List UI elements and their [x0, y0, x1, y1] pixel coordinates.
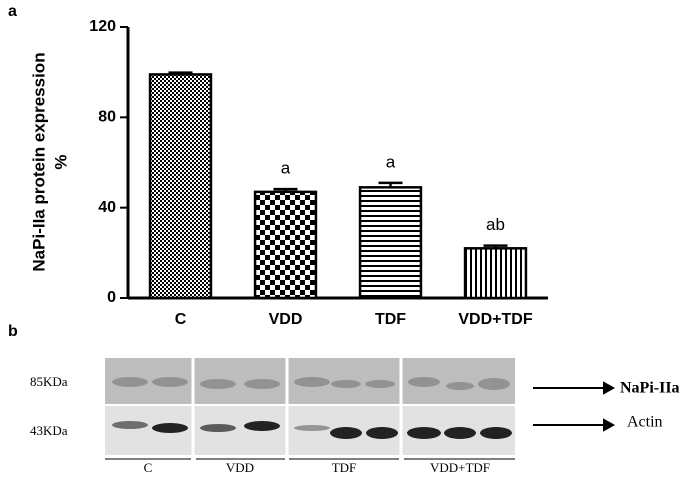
lane-group-label: TDF — [332, 460, 357, 475]
x-tick-label: C — [175, 311, 187, 328]
x-tick-label: VDD — [269, 311, 303, 328]
lane-group-label: VDD — [226, 460, 254, 475]
bar — [253, 190, 318, 300]
x-tick-label: TDF — [375, 311, 406, 328]
lane-group-label: VDD+TDF — [430, 460, 490, 475]
error-bar — [378, 181, 403, 188]
western-blot — [105, 358, 515, 460]
arrow — [533, 381, 616, 432]
significance-label: ab — [486, 215, 505, 234]
y-tick-label: 40 — [98, 199, 116, 216]
protein-label: NaPi-IIa — [620, 380, 680, 397]
x-tick-label: VDD+TDF — [458, 311, 532, 328]
bar — [148, 73, 213, 300]
bar — [463, 247, 528, 300]
error-bar — [273, 187, 298, 192]
marker-label: 85KDa — [30, 374, 68, 389]
lane-group-label: C — [144, 460, 153, 475]
y-tick-label: 0 — [107, 289, 116, 306]
panel-label: b — [8, 323, 18, 340]
y-axis-label: NaPi-IIa protein expression — [29, 52, 48, 271]
marker-label: 43KDa — [30, 423, 68, 438]
error-bar — [483, 244, 508, 249]
error-bar — [168, 71, 193, 75]
bar — [358, 186, 423, 300]
y-tick-label: 80 — [98, 109, 116, 126]
y-tick-label: 120 — [89, 18, 116, 35]
protein-label: Actin — [627, 414, 663, 431]
significance-label: a — [281, 159, 291, 178]
significance-label: a — [386, 152, 396, 171]
y-axis-label: % — [51, 154, 70, 169]
panel-label: a — [8, 3, 17, 20]
